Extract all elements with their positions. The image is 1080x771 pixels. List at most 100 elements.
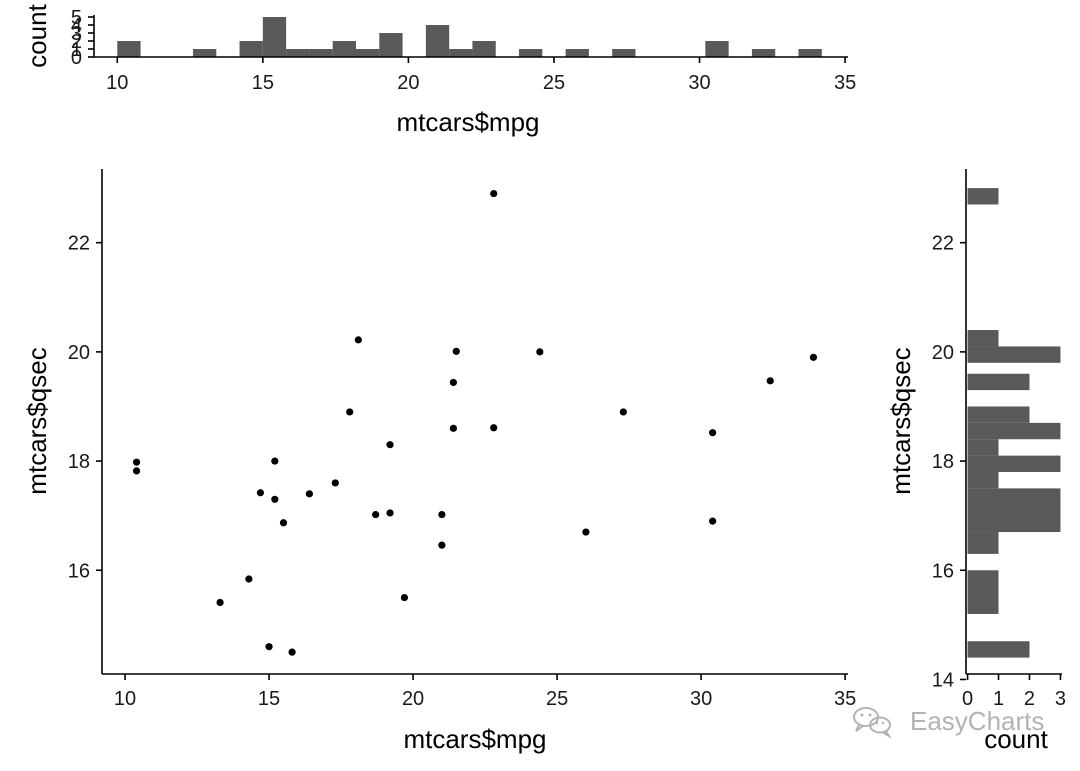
right-histogram-bar	[967, 455, 1061, 472]
top-histogram-x-tick-label: 15	[252, 72, 274, 94]
watermark-text: EasyCharts	[910, 706, 1044, 736]
top-histogram-x-tick-label: 30	[688, 72, 710, 94]
top-histogram-y-axis-title: count	[22, 3, 52, 67]
top-histogram-bars	[117, 17, 822, 57]
scatter-point	[265, 643, 273, 651]
scatter-point	[400, 593, 409, 602]
scatter-x-tick-label: 25	[546, 688, 568, 710]
top-histogram-x-axis-title: mtcars$mpg	[396, 107, 539, 137]
top-histogram-bar	[262, 17, 287, 57]
top-histogram-y-tick-label: 2	[71, 31, 82, 53]
top-histogram-bar	[356, 49, 380, 57]
scatter-point	[449, 424, 457, 432]
right-histogram-y-tick-label: 22	[932, 233, 954, 255]
top-histogram-bar	[612, 49, 636, 57]
right-histogram-x-tick-label: 0	[962, 688, 973, 710]
top-histogram-y-tick-label: 0	[71, 47, 82, 69]
scatter-x-tick-label: 35	[834, 688, 856, 710]
top-histogram-bar	[192, 49, 217, 57]
scatter-y-tick-label: 20	[68, 342, 90, 364]
right-histogram-bar	[967, 472, 999, 489]
scatter-point	[766, 377, 774, 385]
scatter-point	[305, 490, 313, 498]
scatter-x-tick-label: 15	[258, 688, 280, 710]
right-histogram-bar	[967, 570, 999, 614]
right-histogram-bar	[967, 188, 999, 205]
scatter-point	[438, 510, 446, 519]
top-histogram-y-tick-label: 4	[71, 15, 82, 37]
top-histogram-bar	[519, 49, 543, 57]
scatter-point	[449, 378, 457, 387]
scatter-y-tick-label: 16	[68, 560, 90, 582]
scatter-y-ticks: 16 18 20 22	[68, 233, 102, 582]
right-histogram-bar	[967, 532, 999, 554]
scatter-point	[132, 467, 141, 475]
scatter-point	[132, 458, 141, 466]
scatter-x-ticks: 10 15 20 25 30 35	[114, 674, 856, 710]
scatter-points	[132, 189, 818, 656]
top-histogram-bar	[705, 41, 729, 57]
right-histogram-bar	[967, 422, 1061, 440]
top-histogram-bar	[751, 49, 776, 57]
top-histogram-bar	[425, 25, 450, 57]
top-histogram-x-tick-label: 35	[834, 72, 856, 94]
top-histogram-x-tick-label: 10	[106, 72, 128, 94]
right-histogram-bar	[967, 330, 999, 347]
scatter-point	[288, 648, 296, 656]
right-histogram-bar	[967, 346, 1061, 363]
scatter-x-tick-label: 10	[114, 688, 136, 710]
top-histogram-bar	[286, 49, 310, 57]
scatter-point	[216, 598, 224, 607]
scatter-point	[386, 441, 394, 449]
right-histogram-y-axis-title: mtcars$qsec	[886, 347, 916, 494]
top-histogram-x-tick-label: 25	[543, 72, 565, 94]
scatter-point	[582, 528, 590, 536]
top-histogram-y-tick-label: 1	[71, 39, 82, 61]
right-histogram-y-tick-label: 18	[932, 451, 954, 473]
scatter-x-tick-label: 20	[402, 688, 424, 710]
right-histogram-x-tick-label: 1	[993, 688, 1004, 710]
scatter-point	[386, 509, 394, 517]
scatter-x-axis-title: mtcars$mpg	[403, 724, 546, 754]
scatter-point	[619, 408, 627, 416]
top-histogram-bar	[379, 33, 403, 57]
right-histogram-x-tick-label: 2	[1024, 688, 1035, 710]
scatter-y-tick-label: 22	[68, 233, 90, 255]
scatter-point	[709, 517, 717, 525]
top-histogram-bar	[239, 41, 263, 57]
right-histogram-bar	[967, 488, 1061, 533]
scatter-point	[271, 457, 279, 465]
right-histogram-bar	[967, 373, 1030, 391]
scatter-point	[354, 336, 362, 344]
scatter-panel: 10 15 20 25 30 35 16 18 20 22 mtcars$mpg mtcars$…	[22, 169, 856, 754]
scatter-point	[346, 408, 354, 416]
right-histogram-bar	[967, 439, 999, 456]
scatter-point	[245, 575, 253, 583]
scatter-point	[709, 429, 717, 437]
top-histogram-x-tick-label: 20	[397, 72, 419, 94]
scatter-y-axis-title: mtcars$qsec	[22, 347, 52, 494]
watermark: EasyCharts	[853, 706, 1044, 739]
scatter-point	[809, 353, 818, 361]
scatter-x-tick-label: 30	[690, 688, 712, 710]
scatter-point	[490, 424, 498, 432]
right-histogram-y-tick-label: 20	[932, 342, 954, 364]
top-histogram-bar	[332, 41, 357, 57]
scatter-point	[331, 479, 339, 487]
scatter-point	[271, 495, 279, 503]
top-histogram-bar	[309, 49, 333, 57]
right-histogram-x-tick-label: 3	[1055, 688, 1066, 710]
right-histogram-y-tick-label: 16	[932, 560, 954, 582]
right-histogram-y-tick-label: 14	[932, 669, 954, 691]
top-histogram-y-tick-label: 5	[71, 7, 82, 29]
top-histogram-bar	[449, 49, 473, 57]
top-histogram-y-tick-label: 3	[71, 23, 82, 45]
top-histogram-bar	[117, 41, 141, 57]
right-histogram-y-ticks: 14 16 18 20 22	[932, 233, 966, 691]
wechat-logo-icon	[853, 707, 892, 739]
scatter-point	[490, 189, 498, 198]
